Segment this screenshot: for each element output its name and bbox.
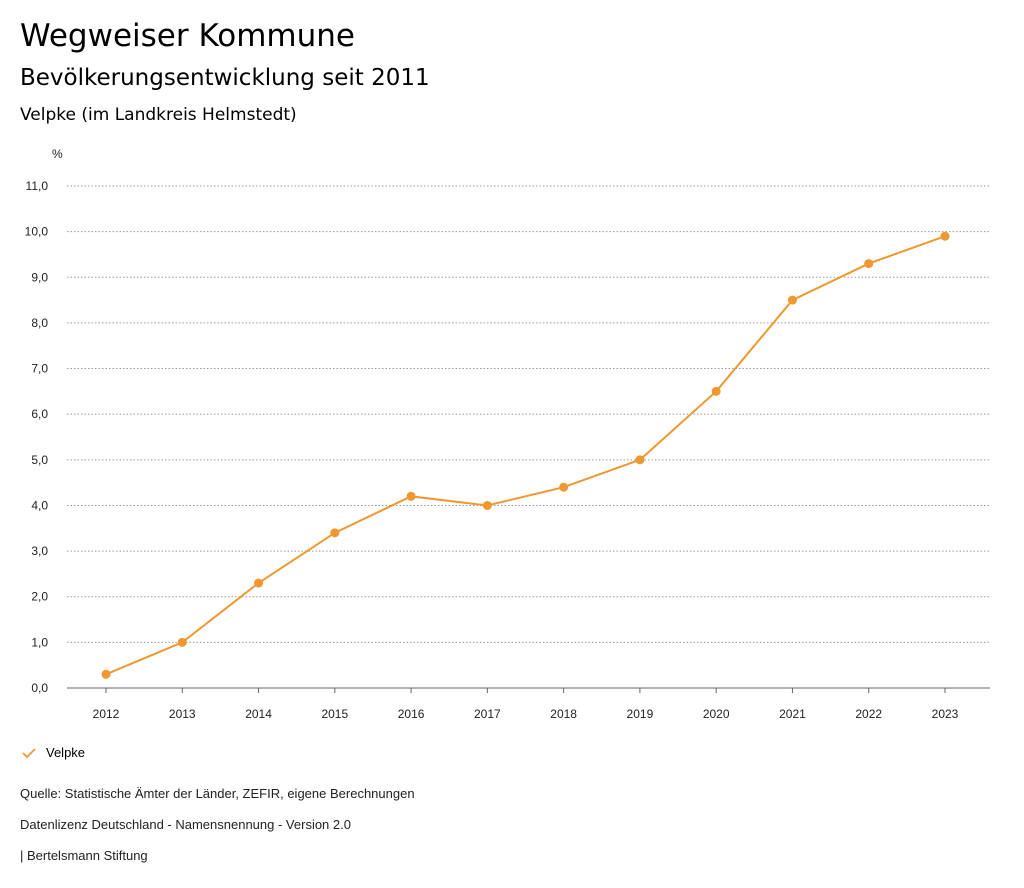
data-point[interactable] xyxy=(711,386,721,396)
data-point[interactable] xyxy=(482,500,492,510)
y-tick-label: 6,0 xyxy=(31,407,48,421)
x-tick-label: 2016 xyxy=(398,707,425,721)
x-tick-label: 2019 xyxy=(627,707,654,721)
x-tick-label: 2012 xyxy=(93,707,120,721)
chart-subtitle: Bevölkerungsentwicklung seit 2011 xyxy=(20,65,430,91)
source-text: Quelle: Statistische Ämter der Länder, Z… xyxy=(20,786,415,801)
y-tick-label: 7,0 xyxy=(31,362,48,376)
data-point[interactable] xyxy=(177,637,187,647)
legend-label: Velpke xyxy=(46,745,86,760)
x-tick-label: 2018 xyxy=(550,707,577,721)
data-point[interactable] xyxy=(254,578,264,588)
app-title: Wegweiser Kommune xyxy=(20,18,355,54)
x-tick-label: 2022 xyxy=(855,707,882,721)
y-tick-label: 3,0 xyxy=(31,544,48,558)
x-tick-label: 2023 xyxy=(932,707,959,721)
y-tick-label: 4,0 xyxy=(31,498,48,512)
x-tick-label: 2015 xyxy=(321,707,348,721)
data-point[interactable] xyxy=(330,528,340,538)
y-tick-label: 11,0 xyxy=(26,179,49,193)
y-tick-label: 5,0 xyxy=(31,453,48,467)
y-axis-label: % xyxy=(52,147,63,161)
data-point[interactable] xyxy=(101,669,111,679)
y-tick-label: 1,0 xyxy=(31,635,48,649)
x-tick-label: 2013 xyxy=(169,707,196,721)
legend-item-velpke[interactable]: Velpke xyxy=(22,745,85,760)
check-icon xyxy=(22,747,36,758)
data-point[interactable] xyxy=(559,482,569,492)
data-point[interactable] xyxy=(864,259,874,269)
y-tick-label: 9,0 xyxy=(31,270,48,284)
data-point[interactable] xyxy=(787,295,797,305)
x-tick-label: 2021 xyxy=(779,707,806,721)
y-tick-label: 0,0 xyxy=(31,681,48,695)
x-tick-label: 2017 xyxy=(474,707,501,721)
series-line-velpke xyxy=(105,235,946,676)
y-tick-label: 8,0 xyxy=(31,316,48,330)
y-tick-label: 2,0 xyxy=(31,590,48,604)
data-point[interactable] xyxy=(635,455,645,465)
line-chart: % 0,0 1,0 2,0 3,0 4,0 5,0 6,0 7,0 8,0 9,0 10,0 11,0… xyxy=(25,147,990,721)
x-tick-label: 2020 xyxy=(703,707,730,721)
region-title: Velpke (im Landkreis Helmstedt) xyxy=(20,105,297,125)
y-tick-label: 10,0 xyxy=(25,225,49,239)
data-point[interactable] xyxy=(406,491,416,501)
x-tick-label: 2014 xyxy=(245,707,272,721)
license-text: Datenlizenz Deutschland - Namensnennung … xyxy=(20,817,351,832)
data-point[interactable] xyxy=(940,231,950,241)
publisher-text: | Bertelsmann Stiftung xyxy=(20,848,148,863)
